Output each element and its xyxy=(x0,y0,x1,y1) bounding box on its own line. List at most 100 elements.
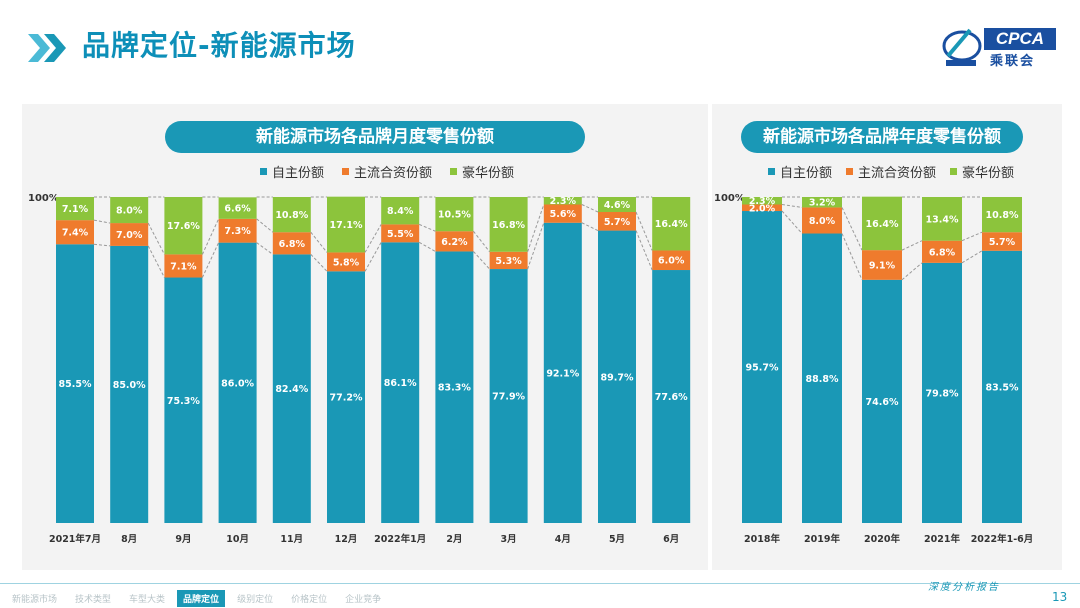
legend-label: 自主份额 xyxy=(780,166,833,181)
data-label: 5.5% xyxy=(387,229,414,240)
bar-segment xyxy=(56,220,94,245)
connector-line xyxy=(364,242,382,272)
bar-segment xyxy=(652,197,691,251)
bar-segment xyxy=(435,231,474,252)
data-label: 95.7% xyxy=(746,363,779,374)
data-label: 17.1% xyxy=(330,220,363,231)
connector-line xyxy=(256,242,274,255)
legend-item-domestic: 自主份额 xyxy=(768,162,832,181)
data-label: 2.3% xyxy=(749,196,776,207)
data-label: 13.4% xyxy=(926,214,959,225)
legend-item-domestic: 自主份额 xyxy=(260,162,324,181)
bar-segment xyxy=(742,211,782,523)
category-tick-label: 4月 xyxy=(555,534,571,545)
connector-line xyxy=(93,219,111,224)
data-label: 83.5% xyxy=(986,382,1019,393)
category-tick-label: 2月 xyxy=(446,534,462,545)
data-label: 74.6% xyxy=(866,397,899,408)
bar-segment xyxy=(543,197,582,205)
data-label: 88.8% xyxy=(806,374,839,385)
connector-line xyxy=(147,222,165,255)
bar-segment xyxy=(598,230,636,523)
connector-line xyxy=(419,223,436,232)
footer-nav-item[interactable]: 品牌定位 xyxy=(177,590,226,607)
connector-line xyxy=(635,230,653,271)
bar-segment xyxy=(922,240,962,263)
connector-line xyxy=(256,218,274,233)
logo-text: CPCA xyxy=(984,28,1056,50)
footer-nav-item[interactable]: 新能源市场 xyxy=(12,595,58,605)
bar-segment xyxy=(543,204,582,223)
bar-segment xyxy=(862,279,902,523)
data-label: 85.0% xyxy=(113,380,146,391)
category-tick-label: 2021年7月 xyxy=(49,533,101,545)
bar-segment xyxy=(489,197,528,252)
category-tick-label: 6月 xyxy=(663,534,679,545)
data-label: 89.7% xyxy=(601,372,634,383)
footer-nav-item[interactable]: 技术类型 xyxy=(75,595,112,605)
data-label: 6.8% xyxy=(279,239,306,250)
page-number: 13 xyxy=(1052,590,1068,604)
data-label: 9.1% xyxy=(869,260,896,271)
connector-line xyxy=(961,231,983,242)
data-label: 77.6% xyxy=(655,392,688,403)
bar-segment xyxy=(272,197,311,233)
bar-segment xyxy=(802,207,842,234)
bar-segment xyxy=(489,251,528,270)
category-tick-label: 2020年 xyxy=(864,533,900,545)
data-label: 92.1% xyxy=(546,368,579,379)
monthly-chart-title: 新能源市场各品牌月度零售份额 xyxy=(165,121,585,153)
data-label: 8.0% xyxy=(809,216,836,227)
connector-line xyxy=(581,222,599,232)
data-label: 7.3% xyxy=(224,226,251,237)
page-title: 品牌定位-新能源市场 xyxy=(82,29,356,62)
data-label: 86.1% xyxy=(384,378,417,389)
category-tick-label: 5月 xyxy=(609,534,625,545)
monthly-share-chart: 100% 85.5% 7.4% 7.1% 2021年7月 85.0% 7.0% 8.0% 8月 7… xyxy=(28,193,691,545)
legend-label: 豪华份额 xyxy=(962,166,1015,181)
bar-segment xyxy=(164,277,203,523)
data-label: 2.0% xyxy=(749,203,776,214)
data-label: 8.0% xyxy=(116,206,143,217)
connector-line xyxy=(901,240,923,251)
data-label: 5.8% xyxy=(333,257,360,268)
data-label: 16.8% xyxy=(492,220,525,231)
data-label: 2.3% xyxy=(550,196,577,207)
legend-label: 自主份额 xyxy=(272,166,325,181)
bar-segment xyxy=(652,270,691,523)
bar-segment xyxy=(56,244,94,523)
data-label: 16.4% xyxy=(866,219,899,230)
data-label: 7.1% xyxy=(62,204,89,215)
bar-segment xyxy=(543,222,582,523)
data-label: 83.3% xyxy=(438,383,471,394)
category-tick-label: 2021年 xyxy=(924,533,960,545)
connector-line xyxy=(147,245,165,278)
connector-line xyxy=(961,250,983,264)
footer-nav-item[interactable]: 车型大类 xyxy=(129,595,166,605)
legend-item-luxury: 豪华份额 xyxy=(450,162,514,181)
category-tick-label: 2022年1月 xyxy=(374,533,426,545)
legend-item-luxury: 豪华份额 xyxy=(950,162,1014,181)
chevron-double-icon xyxy=(28,34,66,62)
data-label: 10.8% xyxy=(986,210,1019,221)
bar-segment xyxy=(802,233,842,523)
data-label: 7.0% xyxy=(116,230,143,241)
footer-nav-item[interactable]: 价格定位 xyxy=(291,595,328,605)
bar-segment xyxy=(327,252,365,272)
footer-nav-item[interactable]: 级别定位 xyxy=(237,595,274,605)
data-label: 7.4% xyxy=(62,228,89,239)
bar-segment xyxy=(435,197,474,232)
connector-line xyxy=(527,222,545,270)
category-tick-label: 2018年 xyxy=(744,533,780,545)
connector-line xyxy=(781,210,803,234)
data-label: 3.2% xyxy=(809,198,836,209)
monthly-chart-legend: 自主份额 主流合资份额 豪华份额 xyxy=(260,162,514,181)
data-label: 77.2% xyxy=(330,393,363,404)
data-label: 77.9% xyxy=(492,392,525,403)
footer-nav-item[interactable]: 企业竞争 xyxy=(345,595,382,605)
connector-line xyxy=(418,241,436,252)
data-label: 75.3% xyxy=(167,396,200,407)
bar-segment xyxy=(164,254,203,278)
connector-line xyxy=(364,224,382,253)
bar-segment xyxy=(922,197,962,241)
